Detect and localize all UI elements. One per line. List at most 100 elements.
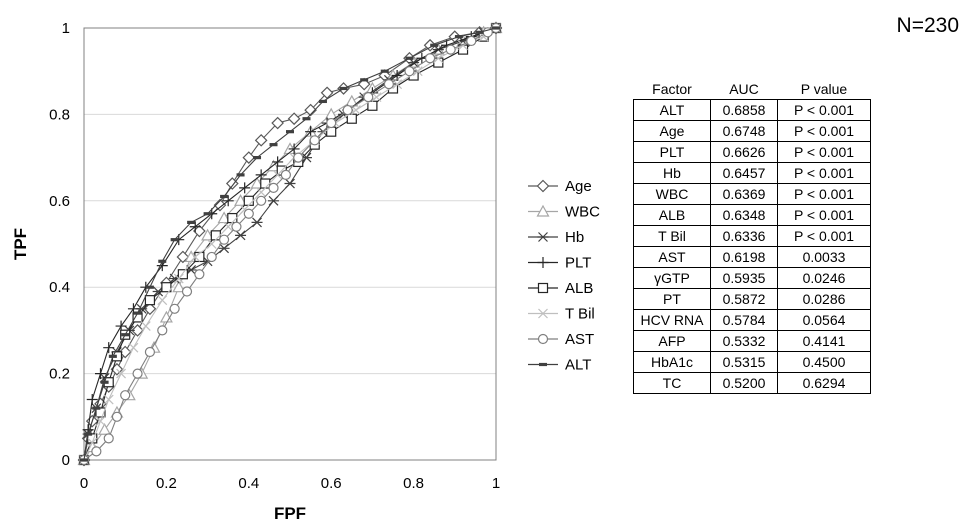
data-point-age bbox=[423, 38, 437, 52]
table-cell: P < 0.001 bbox=[777, 183, 871, 205]
table-cell: 0.5315 bbox=[710, 351, 778, 373]
data-point-hb bbox=[284, 178, 296, 189]
data-point-alt bbox=[220, 194, 229, 199]
table-row: T Bil 0.6336 P < 0.001 bbox=[633, 225, 871, 247]
auc-table-header: Factor AUC P value bbox=[634, 79, 871, 100]
y-tick-label: 0.2 bbox=[49, 366, 70, 383]
legend-marker-age bbox=[536, 179, 550, 193]
sample-size-label: N=230 bbox=[896, 14, 959, 37]
table-cell: 0.6336 bbox=[710, 225, 778, 247]
data-point-ast bbox=[103, 433, 114, 444]
x-tick-label: 0.2 bbox=[156, 475, 177, 492]
data-point-alt bbox=[405, 56, 414, 60]
data-point-hb bbox=[251, 217, 263, 228]
data-point-alt bbox=[203, 212, 212, 216]
data-point-alt bbox=[80, 458, 88, 462]
table-cell: AST bbox=[633, 246, 711, 268]
series-line-alb bbox=[83, 27, 497, 461]
data-point-ast bbox=[293, 152, 304, 163]
data-point-alt bbox=[492, 26, 500, 30]
table-cell: Hb bbox=[633, 162, 711, 184]
data-point-age bbox=[287, 112, 301, 126]
data-point-plt bbox=[94, 368, 106, 380]
data-point-ast bbox=[144, 346, 156, 358]
data-point-alt bbox=[170, 238, 179, 242]
data-point-alt bbox=[286, 130, 294, 134]
data-point-alt bbox=[318, 99, 327, 104]
data-point-ast bbox=[342, 104, 353, 116]
data-point-ast bbox=[268, 182, 279, 193]
data-point-ast bbox=[243, 208, 254, 219]
data-point-alb bbox=[346, 113, 357, 124]
plot-frame bbox=[83, 27, 497, 461]
legend-label-hb: Hb bbox=[565, 229, 584, 246]
series-line-wbc bbox=[83, 27, 497, 461]
legend-marker-ast bbox=[537, 333, 549, 345]
data-point-plt bbox=[222, 195, 234, 207]
data-point-ast bbox=[206, 251, 217, 263]
table-cell: P < 0.001 bbox=[777, 120, 871, 142]
data-point-alt bbox=[158, 259, 167, 263]
series-line-age bbox=[83, 27, 497, 461]
table-cell: 0.5784 bbox=[710, 309, 778, 331]
data-point-plt bbox=[239, 182, 251, 194]
table-cell: 0.6858 bbox=[710, 99, 778, 121]
data-point-hb bbox=[218, 243, 230, 254]
table-cell: 0.6294 bbox=[777, 372, 871, 394]
auc-table-header-cell: P value bbox=[800, 81, 848, 97]
data-point-ast bbox=[424, 53, 436, 64]
x-tick-label: 0 bbox=[80, 475, 88, 492]
y-tick-label: 0.8 bbox=[49, 106, 70, 123]
data-point-age bbox=[225, 177, 239, 190]
table-cell: 0.5935 bbox=[710, 267, 778, 289]
data-point-alt bbox=[339, 86, 348, 91]
table-cell: ALB bbox=[633, 204, 711, 226]
data-point-alt bbox=[84, 432, 93, 436]
data-point-ast bbox=[466, 35, 477, 47]
data-point-plt bbox=[86, 394, 98, 406]
data-point-t-bil bbox=[223, 221, 234, 232]
data-point-t-bil bbox=[272, 169, 283, 180]
data-point-ast bbox=[309, 135, 320, 146]
data-point-ast bbox=[181, 286, 193, 297]
data-point-age bbox=[271, 116, 284, 130]
data-point-ast bbox=[194, 269, 205, 280]
table-cell: P < 0.001 bbox=[777, 204, 871, 226]
legend-label-alb: ALB bbox=[565, 280, 593, 297]
data-point-alb bbox=[161, 282, 172, 293]
data-point-t-bil bbox=[157, 295, 168, 306]
legend-label-t-bil: T Bil bbox=[565, 306, 595, 323]
data-point-alb bbox=[433, 57, 444, 68]
table-row: ALB 0.6348 P < 0.001 bbox=[633, 204, 871, 226]
data-point-age bbox=[118, 345, 132, 359]
table-cell: P < 0.001 bbox=[777, 225, 871, 247]
table-cell: AFP bbox=[633, 330, 711, 352]
data-point-ast bbox=[91, 446, 102, 457]
data-point-hb bbox=[268, 195, 280, 206]
table-row: Age 0.6748 P < 0.001 bbox=[633, 120, 871, 142]
x-tick-label: 0.4 bbox=[238, 475, 259, 492]
data-point-ast bbox=[326, 117, 337, 129]
data-point-alt bbox=[269, 143, 278, 147]
data-point-t-bil bbox=[87, 437, 98, 448]
data-point-ast bbox=[363, 92, 374, 103]
data-point-alt bbox=[475, 30, 484, 34]
table-cell: 0.0286 bbox=[777, 288, 871, 310]
table-cell: T Bil bbox=[633, 225, 711, 247]
table-cell: P < 0.001 bbox=[777, 162, 871, 184]
table-row: TC 0.5200 0.6294 bbox=[633, 372, 871, 394]
legend-marker-wbc bbox=[536, 204, 550, 217]
table-cell: 0.6198 bbox=[710, 246, 778, 268]
data-point-alt bbox=[380, 69, 389, 73]
data-point-t-bil bbox=[433, 53, 444, 64]
table-row: WBC 0.6369 P < 0.001 bbox=[633, 183, 871, 205]
series-line-plt bbox=[83, 27, 497, 461]
x-axis-label: FPF bbox=[274, 504, 306, 523]
table-cell: HCV RNA bbox=[633, 309, 711, 331]
table-cell: Age bbox=[633, 120, 711, 142]
data-point-ast bbox=[157, 325, 168, 336]
data-point-ast bbox=[218, 234, 230, 245]
data-point-alt bbox=[236, 173, 245, 177]
auc-table-body: ALT 0.6858 P < 0.001 Age 0.6748 P < 0.001 PLT 0… bbox=[633, 99, 871, 394]
table-cell: γGTP bbox=[633, 267, 711, 289]
